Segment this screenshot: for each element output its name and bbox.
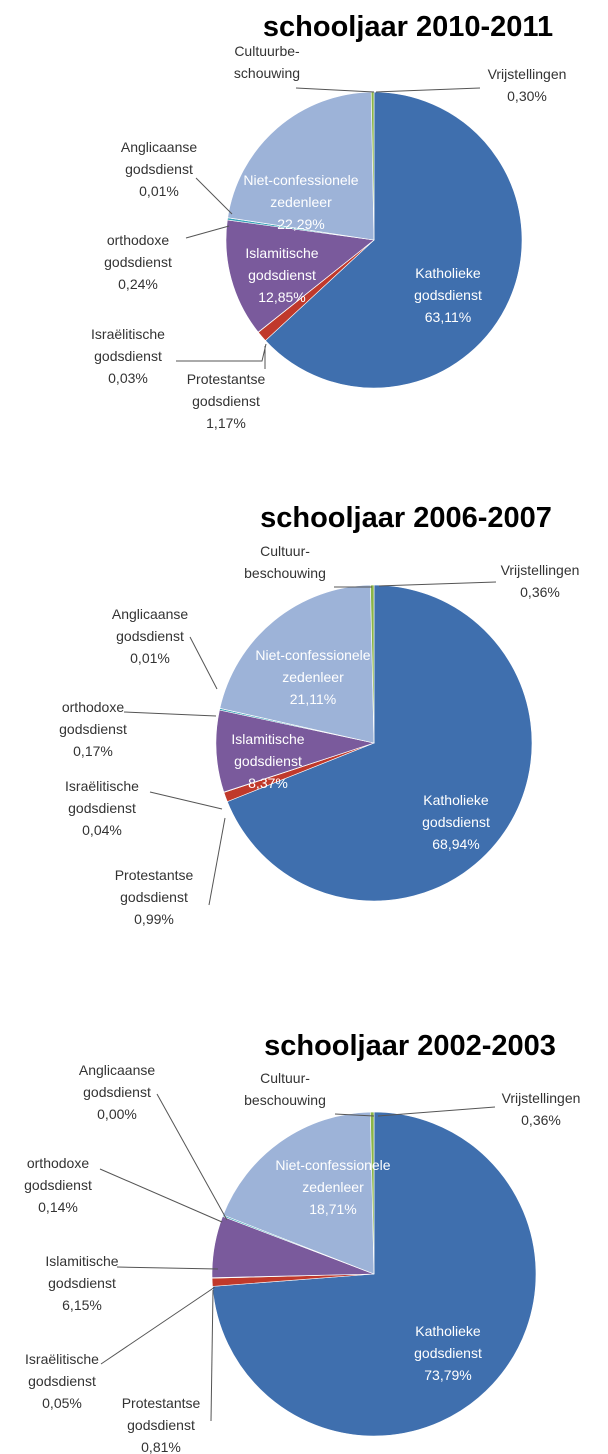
data-label-anglicaanse: Anglicaanse godsdienst 0,00% (79, 1062, 155, 1122)
leader-line-orthodoxe (123, 711, 217, 717)
leader-line-cultuurbeschouwing (295, 87, 375, 93)
slice-niet_confessionele (227, 91, 375, 241)
leader-line-orthodoxe (99, 1168, 223, 1223)
leader-line-orthodoxe (185, 225, 230, 239)
data-label-anglicaanse: Anglicaanse godsdienst 0,01% (112, 606, 188, 666)
leader-line-israelitische (176, 343, 267, 362)
pie-chart-2: schooljaar 2006-2007 Katholieke godsdienst… (59, 502, 579, 927)
data-label-israelitische: Israëlitische godsdienst 0,03% (91, 326, 165, 386)
pie-chart-1: schooljaar 2010-2011 Katholieke godsdienst… (91, 11, 566, 431)
data-label-protestantse: Protestantse godsdienst 0,81% (122, 1395, 201, 1454)
data-label-vrijstellingen: Vrijstellingen 0,36% (501, 562, 580, 600)
data-label-cultuurbeschouwing: Cultuur-beschouwing (244, 543, 326, 581)
data-label-protestantse: Protestantse godsdienst 0,99% (115, 867, 194, 927)
data-label-cultuurbeschouwing: Cultuurbe-schouwing (234, 43, 300, 81)
slice-vrijstellingen (370, 584, 375, 744)
chart-title: schooljaar 2010-2011 (263, 11, 553, 43)
leader-line-anglicaanse (195, 177, 233, 215)
leader-line-vrijstellingen (378, 581, 497, 587)
data-label-israelitische: Israëlitische godsdienst 0,04% (65, 778, 139, 838)
leader-line-israelitische (100, 1286, 216, 1365)
leader-line-vrijstellingen (377, 1106, 496, 1117)
leader-line-anglicaanse (189, 636, 218, 690)
data-label-islamitische: Islamitische godsdienst 8,37% (231, 731, 304, 791)
slice-katholieke (226, 584, 533, 902)
leader-line-anglicaanse (156, 1093, 228, 1221)
data-label-vrijstellingen: Vrijstellingen 0,30% (488, 66, 567, 104)
data-label-niet_confessionele: Niet-confessionele zedenleer 18,71% (275, 1157, 390, 1217)
data-label-vrijstellingen: Vrijstellingen 0,36% (502, 1090, 581, 1128)
data-label-cultuurbeschouwing: Cultuur-beschouwing (244, 1070, 326, 1108)
leader-line-cultuurbeschouwing (334, 1113, 375, 1117)
leader-line-vrijstellingen (375, 87, 481, 93)
data-label-islamitische: Islamitische godsdienst 12,85% (245, 245, 318, 305)
slice-katholieke (264, 91, 523, 389)
slice-vrijstellingen (370, 1111, 375, 1275)
pie-chart-3: schooljaar 2002-2003 Katholieke godsdienst… (24, 1030, 580, 1454)
data-label-niet_confessionele: Niet-confessionele zedenleer 21,11% (255, 647, 370, 707)
data-label-orthodoxe: orthodoxe godsdienst 0,17% (59, 699, 127, 759)
slice-niet_confessionele (222, 1111, 375, 1275)
data-label-katholieke: Katholieke godsdienst 63,11% (414, 265, 482, 325)
leader-line-israelitische (149, 791, 223, 810)
data-label-israelitische: Israëlitische godsdienst 0,05% (25, 1351, 99, 1411)
data-label-orthodoxe: orthodoxe godsdienst 0,24% (104, 232, 172, 292)
data-label-katholieke: Katholieke godsdienst 68,94% (422, 792, 490, 852)
data-label-niet_confessionele: Niet-confessionele zedenleer 22,29% (243, 172, 358, 232)
leader-line-protestantse (210, 1289, 214, 1422)
chart-title: schooljaar 2006-2007 (260, 502, 552, 534)
chart-title: schooljaar 2002-2003 (264, 1030, 556, 1062)
leader-line-islamitische (116, 1266, 219, 1270)
data-label-protestantse: Protestantse godsdienst 1,17% (187, 371, 266, 431)
data-label-anglicaanse: Anglicaanse godsdienst 0,01% (121, 139, 197, 199)
data-label-orthodoxe: orthodoxe godsdienst 0,14% (24, 1155, 92, 1215)
leader-line-protestantse (208, 817, 226, 906)
data-label-katholieke: Katholieke godsdienst 73,79% (414, 1323, 482, 1383)
data-label-islamitische: Islamitische godsdienst 6,15% (45, 1253, 118, 1313)
